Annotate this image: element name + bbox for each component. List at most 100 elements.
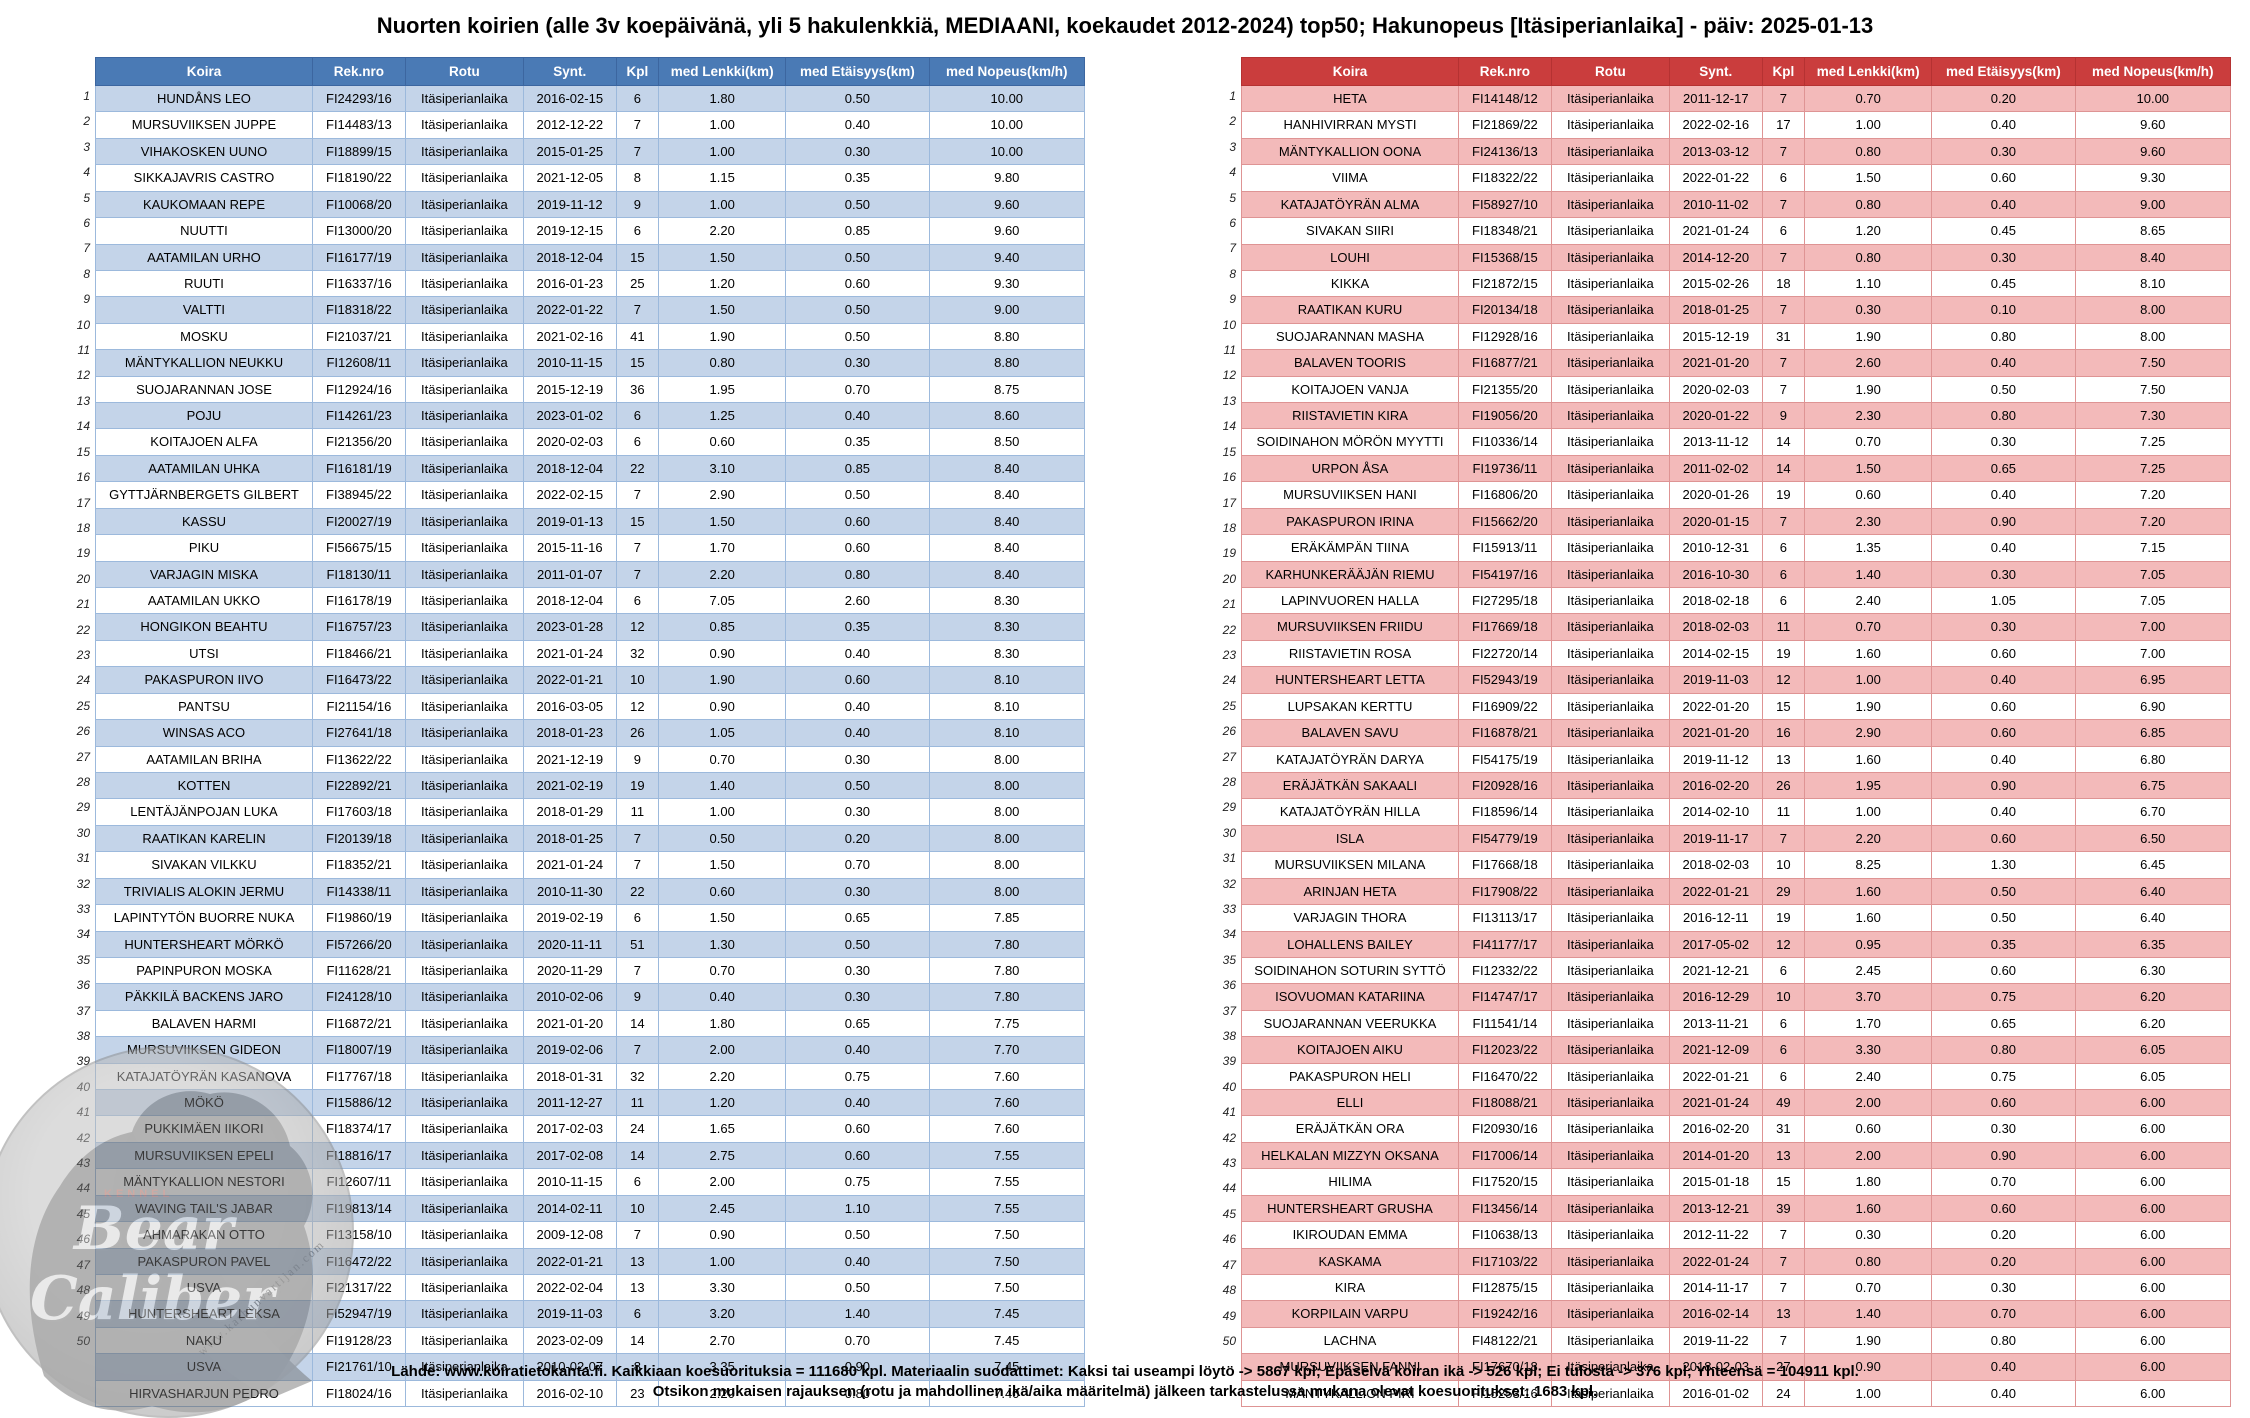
cell: 0.60 xyxy=(785,1141,930,1170)
cell: FI21872/15 xyxy=(1457,269,1552,298)
cell: 10 xyxy=(615,1194,660,1223)
table-row: ISLA FI54779/19 Itäsiperianlaika 2019-11-17… xyxy=(1241,824,2232,853)
cell: 0.60 xyxy=(1931,639,2076,668)
table-row: MOSKU FI21037/21 Itäsiperianlaika 2021-02-1… xyxy=(95,322,1086,351)
cell: HUNTERSHEART LETTA xyxy=(1241,666,1459,694)
cell: 2019-01-13 xyxy=(522,507,617,536)
cell: 2015-02-26 xyxy=(1668,269,1763,298)
cell: FI54197/16 xyxy=(1457,560,1552,589)
cell: FI16757/23 xyxy=(311,613,406,641)
cell: FI21355/20 xyxy=(1457,375,1552,404)
cell: 7 xyxy=(1761,349,1806,377)
cell: SOIDINAHON SOTURIN SYTTÖ xyxy=(1241,956,1459,985)
cell: WAVING TAIL'S JABAR xyxy=(95,1194,313,1223)
cell: FI57266/20 xyxy=(311,930,406,958)
cell: 0.30 xyxy=(1931,560,2076,589)
cell: FI11541/14 xyxy=(1457,1009,1552,1038)
col-header-rotu: Rotu xyxy=(404,57,524,86)
cell: 8.40 xyxy=(928,454,1086,483)
cell: 19 xyxy=(1761,481,1806,509)
cell: 2009-12-08 xyxy=(522,1221,617,1249)
cell: 1.50 xyxy=(1804,164,1933,192)
rank-number: 20 xyxy=(1222,571,1236,586)
cell: FI20928/16 xyxy=(1457,771,1552,800)
rank-number: 32 xyxy=(76,876,90,891)
cell: ERÄJÄTKÄN SAKAALI xyxy=(1241,771,1459,800)
cell: 7.05 xyxy=(2074,560,2232,589)
cell: 0.60 xyxy=(1931,692,2076,721)
cell: 7.45 xyxy=(928,1353,1086,1381)
cell: 2.30 xyxy=(1804,507,1933,536)
cell: 0.60 xyxy=(785,666,930,694)
cell: 0.30 xyxy=(1804,296,1933,324)
cell: 6.05 xyxy=(2074,1062,2232,1091)
rank-number: 15 xyxy=(76,444,90,459)
cell: 8 xyxy=(615,1353,660,1381)
cell: KATAJATÖYRÄN ALMA xyxy=(1241,190,1459,219)
cell: 8.60 xyxy=(928,402,1086,430)
rank-number: 22 xyxy=(1222,622,1236,637)
cell: FI16877/21 xyxy=(1457,349,1552,377)
cell: 8 xyxy=(615,164,660,192)
cell: POJU xyxy=(95,402,313,430)
cell: 0.40 xyxy=(658,983,787,1011)
cell: 0.75 xyxy=(1931,983,2076,1011)
cell: 2022-01-21 xyxy=(1668,877,1763,906)
cell: 2012-11-22 xyxy=(1668,1221,1763,1249)
cell: Itäsiperianlaika xyxy=(404,1009,524,1038)
cell: 2020-01-26 xyxy=(1668,481,1763,509)
cell: 0.50 xyxy=(785,296,930,324)
rank-number: 10 xyxy=(1222,317,1236,332)
table-row: BALAVEN HARMI FI16872/21 Itäsiperianlaika 2… xyxy=(95,1009,1086,1038)
table-row: HANHIVIRRAN MYSTI FI21869/22 Itäsiperianla… xyxy=(1241,111,2232,139)
cell: 7 xyxy=(615,1221,660,1249)
cell: 6.40 xyxy=(2074,877,2232,906)
table-row: MURSUVIIKSEN EPELI FI18816/17 Itäsiperianl… xyxy=(95,1141,1086,1170)
cell: 0.40 xyxy=(785,692,930,721)
rank-number: 3 xyxy=(83,139,90,154)
cell: HANHIVIRRAN MYSTI xyxy=(1241,111,1459,139)
rank-number: 37 xyxy=(76,1003,90,1018)
cell: Itäsiperianlaika xyxy=(1550,639,1670,668)
cell: 2022-01-22 xyxy=(1668,164,1763,192)
cell: Itäsiperianlaika xyxy=(1550,428,1670,456)
cell: Itäsiperianlaika xyxy=(404,1115,524,1143)
cell: Itäsiperianlaika xyxy=(1550,666,1670,694)
rank-number: 46 xyxy=(76,1232,90,1247)
cell: 6.85 xyxy=(2074,719,2232,747)
cell: 1.50 xyxy=(658,904,787,932)
cell: 8.65 xyxy=(2074,217,2232,245)
cell: 2021-12-19 xyxy=(522,745,617,773)
table-row: NUUTTI FI13000/20 Itäsiperianlaika 2019-12-… xyxy=(95,217,1086,245)
cell: Itäsiperianlaika xyxy=(1550,349,1670,377)
cell: 2022-02-04 xyxy=(522,1273,617,1302)
cell: 32 xyxy=(615,639,660,668)
cell: 0.40 xyxy=(1931,349,2076,377)
table-row: SOIDINAHON MÖRÖN MYYTTI FI10336/14 Itäsipe… xyxy=(1241,428,2232,456)
cell: 2.60 xyxy=(1804,349,1933,377)
cell: Itäsiperianlaika xyxy=(1550,1062,1670,1091)
table-row: KARHUNKERÄÄJÄN RIEMU FI54197/16 Itäsiperia… xyxy=(1241,560,2232,589)
cell: 0.40 xyxy=(1931,666,2076,694)
table-row: KASSU FI20027/19 Itäsiperianlaika 2019-01-1… xyxy=(95,507,1086,536)
cell: FI14148/12 xyxy=(1457,84,1552,113)
col-header-med-etaisyys: med Etäisyys(km) xyxy=(1931,57,2076,86)
cell: 1.90 xyxy=(1804,1326,1933,1355)
cell: 0.90 xyxy=(1804,1353,1933,1381)
table-row: BALAVEN SAVU FI16878/21 Itäsiperianlaika 20… xyxy=(1241,719,2232,747)
cell: 1.40 xyxy=(1804,560,1933,589)
cell: 0.30 xyxy=(1931,613,2076,641)
cell: ERÄKÄMPÄN TIINA xyxy=(1241,534,1459,562)
cell: 1.80 xyxy=(1804,1168,1933,1196)
cell: KOITAJOEN VANJA xyxy=(1241,375,1459,404)
cell: 0.30 xyxy=(785,877,930,906)
cell: 0.65 xyxy=(785,1009,930,1038)
cell: 0.70 xyxy=(1931,1168,2076,1196)
cell: 8.75 xyxy=(928,375,1086,404)
cell: 2021-12-21 xyxy=(1668,956,1763,985)
cell: 0.30 xyxy=(785,745,930,773)
cell: FI27295/18 xyxy=(1457,587,1552,615)
cell: MURSUVIIKSEN JUPPE xyxy=(95,111,313,139)
footer: Lähde: www.koiratietokanta.fi. Kaikkiaan… xyxy=(0,1362,2250,1402)
cell: FI12608/11 xyxy=(311,349,406,377)
